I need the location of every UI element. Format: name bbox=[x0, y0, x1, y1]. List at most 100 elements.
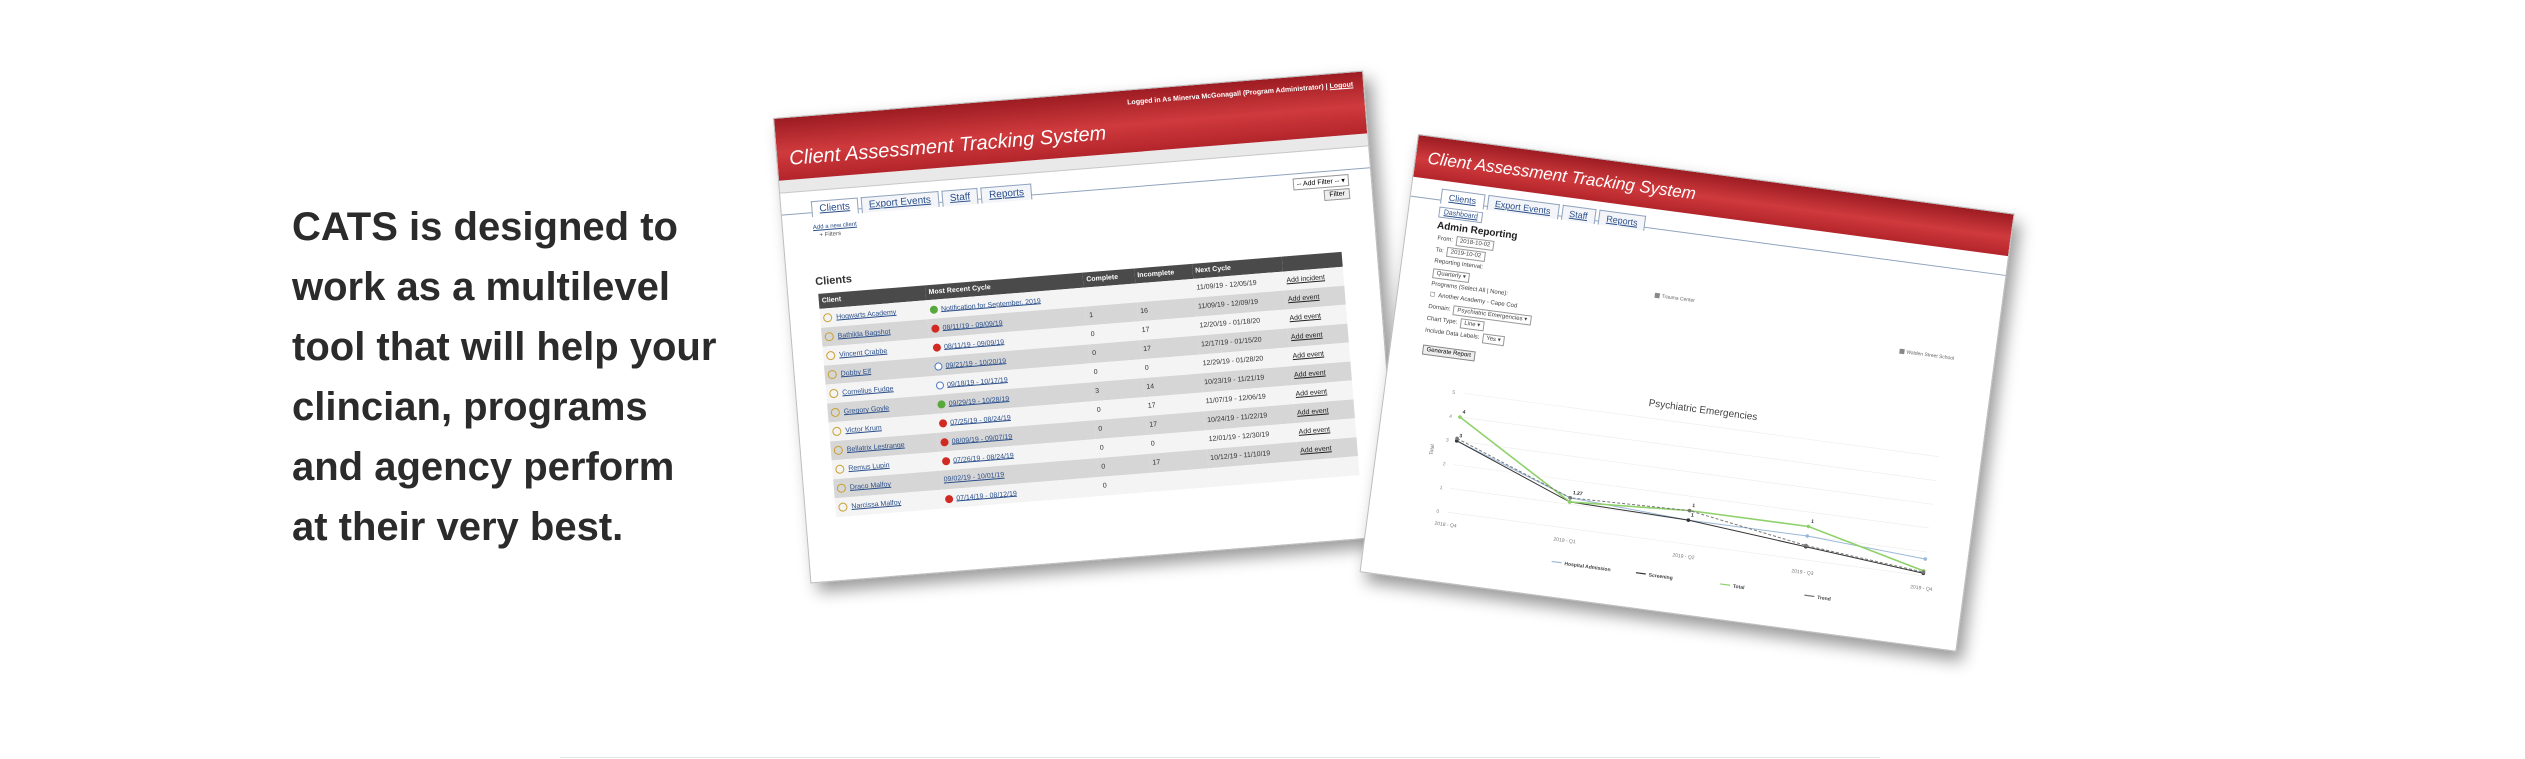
status-icon bbox=[929, 304, 939, 314]
add-client-link[interactable]: Add a new client bbox=[812, 221, 858, 232]
tagline-line: and agency perform bbox=[292, 445, 675, 489]
status-icon bbox=[944, 494, 954, 503]
tab-staff[interactable]: Staff bbox=[1560, 204, 1597, 225]
search-icon[interactable] bbox=[835, 464, 845, 475]
legend-swatch bbox=[1804, 594, 1815, 598]
cycle-link[interactable]: 09/29/19 - 10/28/19 bbox=[948, 395, 1010, 408]
legend-swatch bbox=[1551, 560, 1562, 564]
tagline: CATS is designed to work as a multilevel… bbox=[292, 197, 762, 557]
search-icon[interactable] bbox=[831, 426, 842, 437]
status-icon bbox=[940, 437, 950, 447]
add-event-link[interactable]: Add incident bbox=[1286, 274, 1326, 285]
cycle-link[interactable]: Notification for September, 2019 bbox=[940, 297, 1042, 313]
data-point bbox=[1921, 570, 1926, 574]
data-label: 3 bbox=[1459, 433, 1463, 439]
legend-label: Trend bbox=[1817, 595, 1831, 603]
legend-swatch bbox=[1720, 583, 1731, 586]
y-tick-label: 1 bbox=[1439, 485, 1443, 491]
add-event-link[interactable]: Add event bbox=[1293, 369, 1326, 380]
search-icon[interactable] bbox=[827, 369, 838, 380]
cycle-link[interactable]: 08/11/19 - 09/09/19 bbox=[942, 319, 1003, 332]
status-icon bbox=[934, 361, 943, 371]
data-point bbox=[1806, 524, 1811, 529]
tab-export-events[interactable]: Export Events bbox=[1486, 194, 1560, 220]
client-name-link[interactable]: Vincent Crabbe bbox=[838, 347, 888, 359]
search-icon[interactable] bbox=[825, 350, 836, 361]
client-name-link[interactable]: Bathilda Bagshot bbox=[837, 328, 891, 340]
data-point bbox=[1686, 518, 1691, 522]
data-label: 4 bbox=[1462, 409, 1466, 415]
client-name-link[interactable]: Cornelius Fudge bbox=[842, 385, 894, 397]
status-icon bbox=[935, 380, 945, 390]
gridline bbox=[1447, 511, 1924, 576]
gridline bbox=[1463, 392, 1939, 458]
series-line bbox=[1459, 416, 1924, 572]
filters-toggle[interactable]: + Filters bbox=[819, 230, 842, 239]
client-name-link[interactable]: Bellatrix Lestrange bbox=[846, 441, 905, 454]
cycle-link[interactable]: 07/26/19 - 08/24/19 bbox=[952, 452, 1015, 464]
cycle-link[interactable]: 08/09/19 - 09/07/19 bbox=[951, 433, 1013, 446]
gridline bbox=[1459, 416, 1936, 481]
add-event-link[interactable]: Add event bbox=[1295, 388, 1328, 398]
tab-reports[interactable]: Reports bbox=[1597, 209, 1647, 231]
add-event-link[interactable]: Add event bbox=[1287, 293, 1320, 304]
search-icon[interactable] bbox=[838, 502, 848, 512]
data-point bbox=[1923, 557, 1928, 561]
add-event-link[interactable]: Add event bbox=[1289, 312, 1322, 323]
clients-table: Client Most Recent Cycle Complete Incomp… bbox=[818, 251, 1360, 518]
filter-button[interactable]: Filter bbox=[1323, 187, 1351, 202]
client-name-link[interactable]: Draco Malfoy bbox=[849, 481, 892, 492]
add-event-link[interactable]: Add event bbox=[1292, 350, 1325, 361]
search-icon[interactable] bbox=[824, 331, 835, 342]
status-icon bbox=[931, 323, 940, 333]
client-name-link[interactable]: Remus Lupin bbox=[848, 462, 890, 473]
complete-cell: 0 bbox=[1099, 472, 1152, 496]
data-labels-select[interactable]: Yes ▾ bbox=[1481, 333, 1506, 347]
tagline-line: work as a multilevel bbox=[292, 265, 670, 309]
add-event-link[interactable]: Add event bbox=[1298, 426, 1331, 436]
client-name-link[interactable]: Dobby Elf bbox=[840, 368, 872, 378]
cycle-link[interactable]: 09/02/19 - 10/01/19 bbox=[943, 471, 1005, 484]
search-icon[interactable] bbox=[833, 445, 844, 456]
add-event-link[interactable]: Add event bbox=[1290, 331, 1323, 342]
data-point bbox=[1805, 534, 1810, 538]
data-point bbox=[1687, 508, 1692, 513]
search-icon[interactable] bbox=[822, 312, 833, 323]
cycle-link[interactable]: 07/25/19 - 08/24/19 bbox=[949, 414, 1011, 427]
client-name-link[interactable]: Narcissa Malfoy bbox=[851, 499, 902, 511]
chart-type-select[interactable]: Line ▾ bbox=[1459, 318, 1485, 332]
program-checkbox[interactable]: ☐ bbox=[1429, 292, 1436, 299]
tagline-line: clincian, programs bbox=[292, 385, 648, 429]
chart-type-label: Chart Type: bbox=[1426, 315, 1458, 326]
add-event-link[interactable]: Add event bbox=[1299, 445, 1332, 455]
client-name-link[interactable]: Hogwarts Academy bbox=[835, 309, 897, 321]
cycle-link[interactable]: 07/14/19 - 08/12/19 bbox=[956, 490, 1018, 502]
cycle-link[interactable]: 09/21/19 - 10/20/19 bbox=[945, 357, 1007, 370]
y-tick-label: 0 bbox=[1436, 509, 1440, 515]
gridline bbox=[1453, 464, 1930, 529]
add-event-link[interactable]: Add event bbox=[1296, 407, 1329, 417]
tab-clients[interactable]: Clients bbox=[1439, 188, 1486, 210]
login-status: Logged in As Minerva McGonagall (Program… bbox=[1127, 81, 1354, 107]
cycle-link[interactable]: 09/18/19 - 10/17/19 bbox=[946, 376, 1008, 389]
x-tick-label: 2019 - Q3 bbox=[1791, 568, 1814, 577]
status-icon bbox=[932, 342, 942, 352]
cycle-link[interactable]: 08/11/19 - 09/09/19 bbox=[943, 338, 1005, 351]
search-icon[interactable] bbox=[830, 407, 841, 418]
psychiatric-emergencies-chart: 0 1 2 3 4 5 Psychiatric Emergencies Total 2018 -… bbox=[1429, 390, 1939, 603]
y-tick-label: 4 bbox=[1449, 414, 1453, 420]
data-label: 1 bbox=[1691, 512, 1695, 518]
logout-link[interactable]: Logout bbox=[1329, 81, 1354, 91]
series-line bbox=[1456, 438, 1924, 573]
data-point bbox=[1804, 543, 1808, 548]
search-icon[interactable] bbox=[828, 388, 839, 399]
domain-label: Domain: bbox=[1427, 303, 1451, 313]
search-icon[interactable] bbox=[836, 483, 847, 494]
x-tick-label: 2019 - Q4 bbox=[1910, 584, 1933, 593]
client-name-link[interactable]: Gregory Goyle bbox=[843, 404, 890, 416]
clients-screenshot: Logged in As Minerva McGonagall (Program… bbox=[773, 70, 1401, 584]
client-name-link[interactable]: Victor Krum bbox=[845, 424, 882, 435]
legend-label: Screening bbox=[1648, 572, 1673, 581]
tagline-line: at their very best. bbox=[292, 505, 624, 549]
divider bbox=[560, 757, 1880, 758]
